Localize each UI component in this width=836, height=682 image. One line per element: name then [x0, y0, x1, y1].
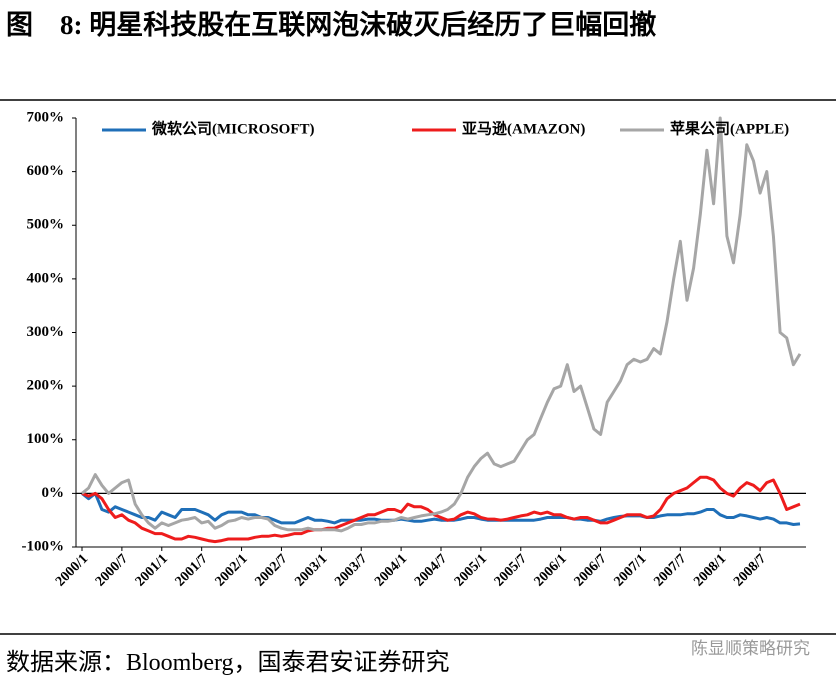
x-tick-label: 2007/7: [651, 551, 689, 589]
x-tick-label: 2005/7: [492, 551, 530, 589]
watermark: 陈显顺策略研究: [691, 639, 810, 659]
y-tick-label: 100%: [27, 431, 65, 447]
x-tick-label: 2004/7: [412, 551, 450, 589]
y-tick-label: 700%: [27, 109, 65, 125]
y-tick-label: -100%: [22, 538, 65, 554]
series-line: [81, 491, 801, 526]
x-tick-label: 2002/1: [213, 551, 251, 589]
y-tick-label: 300%: [27, 324, 65, 340]
legend-label: 微软公司(MICROSOFT): [151, 119, 315, 137]
y-tick-label: 400%: [27, 270, 65, 286]
x-tick-label: 2000/1: [53, 551, 91, 589]
x-tick-label: 2001/7: [173, 551, 211, 589]
x-tick-label: 2007/1: [611, 551, 649, 589]
x-tick-label: 2006/7: [572, 551, 610, 589]
x-tick-label: 2005/1: [452, 551, 490, 589]
x-tick-label: 2003/7: [332, 551, 370, 589]
legend-label: 亚马逊(AMAZON): [462, 120, 585, 137]
x-tick-label: 2008/1: [691, 551, 729, 589]
x-tick-label: 2004/1: [372, 551, 410, 589]
y-tick-label: 600%: [27, 163, 65, 179]
x-tick-label: 2001/1: [133, 551, 171, 589]
x-tick-label: 2003/1: [292, 551, 330, 589]
y-tick-label: 200%: [27, 378, 65, 394]
chart-title: 图 8: 明星科技股在互联网泡沫破灭后经历了巨幅回撤: [6, 10, 657, 40]
source-note: 数据来源：Bloomberg，国泰君安证券研究: [6, 650, 450, 676]
y-tick-label: 0%: [42, 485, 65, 501]
legend-label: 苹果公司(APPLE): [670, 120, 789, 137]
y-tick-label: 500%: [27, 217, 65, 233]
x-tick-label: 2008/7: [731, 551, 769, 589]
x-tick-label: 2000/7: [93, 551, 131, 589]
x-tick-label: 2002/7: [252, 551, 290, 589]
x-tick-label: 2006/1: [532, 551, 570, 589]
series-line: [81, 475, 801, 544]
series-line: [81, 116, 802, 533]
